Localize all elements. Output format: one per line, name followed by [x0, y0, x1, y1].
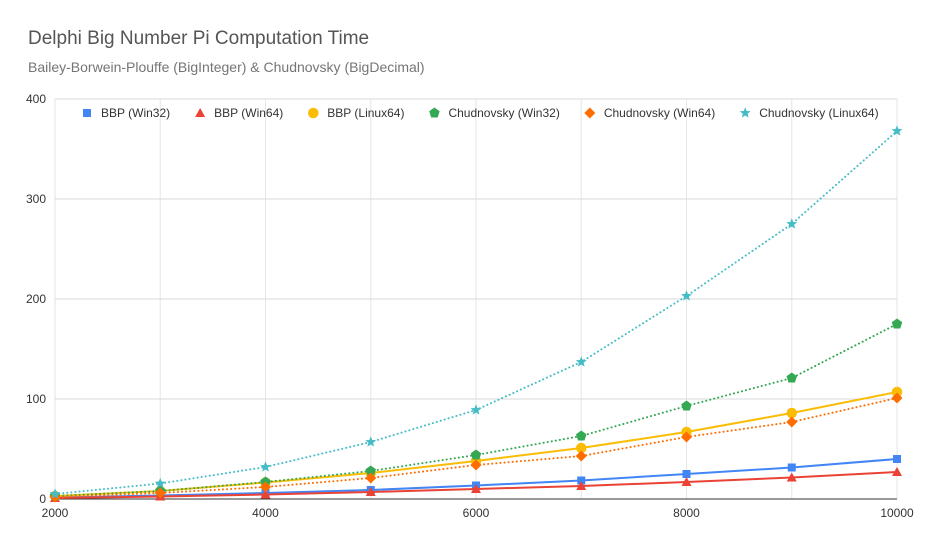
data-point[interactable]	[893, 455, 901, 463]
data-point[interactable]	[681, 477, 692, 486]
legend-label: BBP (Win64)	[214, 106, 283, 120]
data-point[interactable]	[891, 125, 903, 136]
data-point[interactable]	[470, 404, 482, 415]
x-tick-label: 4000	[252, 506, 279, 520]
data-point[interactable]	[786, 407, 798, 419]
data-point[interactable]	[154, 487, 166, 499]
data-point[interactable]	[892, 467, 902, 476]
data-point[interactable]	[365, 472, 377, 484]
axis-layer: 0 100 200 300 400 2000 4000 6000 8000 10000	[26, 92, 914, 520]
data-point[interactable]	[787, 463, 796, 472]
data-point[interactable]	[365, 465, 376, 476]
data-point[interactable]	[470, 459, 482, 471]
data-point[interactable]	[681, 400, 692, 411]
x-tick-label: 6000	[463, 506, 490, 520]
data-point[interactable]	[575, 356, 587, 367]
y-tick-label: 300	[26, 192, 46, 206]
data-point[interactable]	[577, 476, 586, 485]
legend-marker	[584, 107, 596, 119]
data-point[interactable]	[260, 481, 271, 493]
data-point[interactable]	[154, 477, 166, 489]
y-tick-label: 100	[26, 392, 46, 406]
data-point[interactable]	[786, 372, 797, 383]
legend-label: BBP (Linux64)	[327, 106, 404, 120]
data-point[interactable]	[682, 470, 691, 478]
data-point[interactable]	[365, 487, 376, 496]
data-point[interactable]	[681, 290, 692, 301]
data-point[interactable]	[365, 436, 377, 447]
legend-label: BBP (Win32)	[101, 106, 170, 120]
data-point[interactable]	[49, 488, 61, 499]
legend-label: Chudnovsky (Linux64)	[759, 106, 878, 120]
series-group	[49, 392, 903, 503]
x-tick-label: 2000	[42, 506, 69, 520]
data-point[interactable]	[470, 449, 482, 460]
data-point[interactable]	[260, 461, 271, 472]
legend-item[interactable]: BBP (Win32)	[83, 106, 170, 120]
legend[interactable]: BBP (Win32) BBP (Win64) BBP (Linux64) Chudn…	[83, 106, 879, 120]
legend-marker	[429, 107, 440, 118]
x-tick-label: 8000	[673, 506, 700, 520]
series-layer	[49, 125, 903, 503]
legend-marker	[195, 108, 206, 117]
data-point[interactable]	[576, 442, 587, 454]
data-point[interactable]	[891, 386, 903, 398]
data-point[interactable]	[786, 218, 798, 229]
y-tick-label: 0	[39, 492, 46, 506]
data-point[interactable]	[891, 318, 903, 329]
data-point[interactable]	[891, 392, 903, 404]
legend-item[interactable]: BBP (Win64)	[195, 106, 283, 120]
data-point[interactable]	[260, 476, 271, 487]
data-point[interactable]	[576, 430, 587, 441]
legend-marker	[308, 107, 319, 119]
x-tick-label: 10000	[880, 506, 914, 520]
data-point[interactable]	[575, 450, 587, 462]
y-tick-label: 200	[26, 292, 46, 306]
legend-marker	[83, 109, 91, 117]
legend-item[interactable]: Chudnovsky (Win32)	[429, 106, 560, 120]
data-point[interactable]	[471, 484, 481, 493]
data-point[interactable]	[681, 431, 692, 443]
legend-item[interactable]: Chudnovsky (Win64)	[584, 106, 715, 120]
legend-item[interactable]: BBP (Linux64)	[308, 106, 404, 120]
legend-item[interactable]: Chudnovsky (Linux64)	[739, 106, 879, 120]
legend-marker	[739, 107, 751, 118]
legend-label: Chudnovsky (Win64)	[604, 106, 715, 120]
y-tick-label: 400	[26, 92, 46, 106]
grid-layer	[54, 98, 898, 500]
data-point[interactable]	[786, 416, 798, 428]
data-point[interactable]	[260, 489, 271, 499]
chart-title: Delphi Big Number Pi Computation Time	[28, 28, 370, 49]
legend-label: Chudnovsky (Win32)	[448, 106, 559, 120]
data-point[interactable]	[576, 481, 587, 490]
series-group	[49, 125, 903, 499]
data-point[interactable]	[786, 472, 797, 482]
chart-subtitle: Bailey-Borwein-Plouffe (BigInteger) & Ch…	[28, 59, 425, 75]
